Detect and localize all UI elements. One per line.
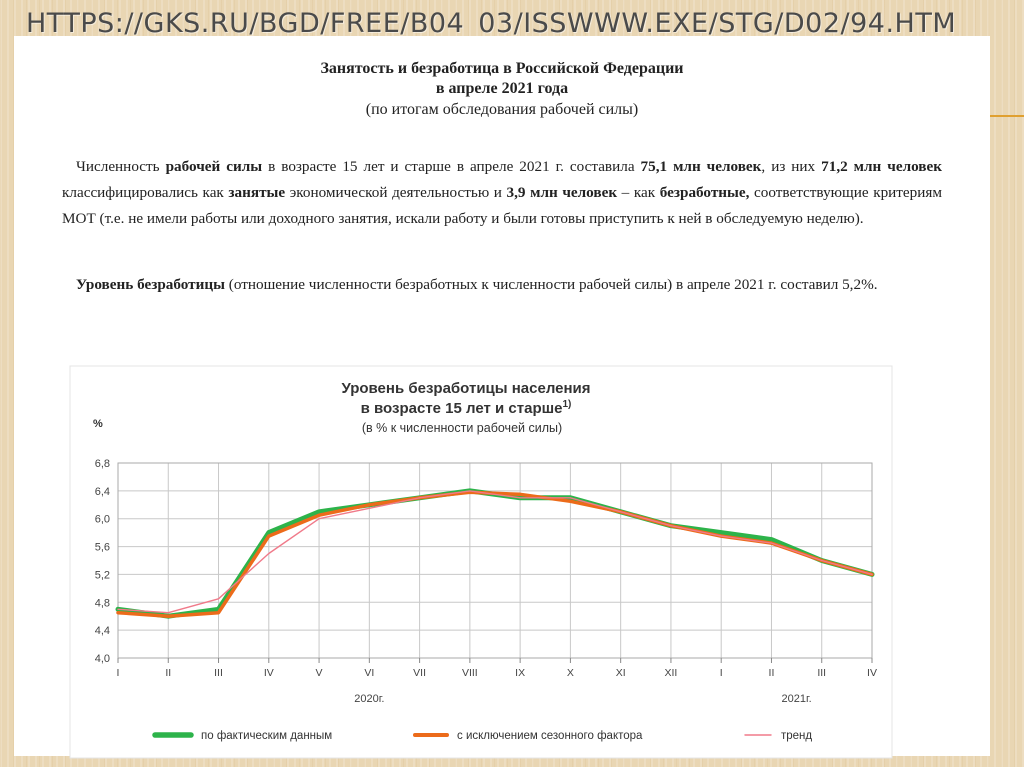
slide-title[interactable]: HTTPS://GKS.RU/BGD/FREE/B04_03/ISSWWW.EX… (26, 8, 957, 39)
p1-text-1: Численность (76, 158, 166, 175)
legend-label-3: тренд (781, 730, 812, 742)
chart-title: Уровень безработицы населения (341, 380, 590, 397)
y-tick-label: 6,8 (95, 458, 110, 470)
y-tick-label: 4,8 (95, 597, 110, 609)
chart-panel (69, 365, 893, 759)
x-tick-label: IV (264, 667, 274, 679)
p1-text-5: экономической деятельностью и (285, 184, 507, 201)
x-tick-label: II (165, 667, 171, 679)
p1-text-7: соответствующие критериям МОТ (т.е. не и… (62, 184, 942, 227)
y-tick-label: 4,0 (95, 653, 110, 665)
legend-label-1: по фактическим данным (201, 730, 332, 742)
x-tick-label: VI (364, 667, 374, 679)
p1-bold-6: безработные, (659, 184, 750, 201)
chart-title-footnote: 1) (562, 399, 571, 410)
grid-layer (117, 462, 873, 659)
x-tick-label: XI (616, 667, 626, 679)
x-tick-label: I (720, 667, 723, 679)
x-tick-label: VIII (462, 667, 478, 679)
p1-bold-2: 75,1 млн человек (640, 158, 762, 175)
document-title-line2: в апреле 2021 года (435, 80, 569, 97)
document-title-line3: (по итогам обследования рабочей силы) (365, 101, 639, 118)
x-tick-label: XII (665, 667, 678, 679)
p1-text-4: классифицировались как (62, 184, 229, 201)
p1-text-6: – как (617, 184, 660, 201)
series-layer (115, 488, 875, 619)
x-tick-label: III (214, 667, 223, 679)
axis-layer: 4,04,44,85,25,66,06,46,8I II III IV V VI VII VI… (95, 458, 877, 705)
chart-note: (в % к численности рабочей силы) (362, 421, 562, 435)
chart-subtitle-text: в возрасте 15 лет и старше (361, 400, 563, 417)
series-line-3 (117, 490, 873, 614)
p1-text-2: в возрасте 15 лет и старше в апреле 2021… (262, 158, 641, 175)
year-label: 2020г. (354, 693, 384, 705)
plot-border (117, 462, 873, 659)
paragraph-unemployment-rate: Уровень безработицы (отношение численнос… (62, 272, 942, 298)
y-axis-unit: % (93, 418, 103, 430)
y-tick-label: 5,2 (95, 569, 110, 581)
x-tick-label: VII (413, 667, 426, 679)
p2-bold-1: Уровень безработицы (76, 276, 225, 293)
document-title-line1: Занятость и безработица в Российской Фед… (320, 60, 684, 77)
x-tick-label: IV (867, 667, 877, 679)
x-tick-label: IX (515, 667, 525, 679)
legend-layer: по фактическим данным с исключением сезон… (152, 730, 812, 742)
accent-line (990, 115, 1024, 117)
chart-subtitle: в возрасте 15 лет и старше1) (361, 399, 572, 417)
y-tick-label: 4,4 (95, 625, 110, 637)
x-tick-label: I (117, 667, 120, 679)
x-tick-label: II (769, 667, 775, 679)
y-tick-label: 5,6 (95, 542, 110, 554)
p2-text-1: (отношение численности безработных к чис… (224, 276, 878, 293)
paragraph-labor-force: Численность рабочей силы в возрасте 15 л… (62, 154, 942, 232)
year-label: 2021г. (781, 693, 811, 705)
y-tick-label: 6,0 (95, 514, 110, 526)
x-tick-label: III (817, 667, 826, 679)
x-tick-label: V (316, 667, 323, 679)
p1-bold-3: 71,2 млн человек (821, 158, 943, 175)
p1-bold-1: рабочей силы (165, 158, 263, 175)
p1-text-3: , из них (761, 158, 822, 175)
legend-label-2: с исключением сезонного фактора (457, 730, 643, 742)
p1-bold-5: 3,9 млн человек (506, 184, 618, 201)
p1-bold-4: занятые (228, 184, 286, 201)
y-tick-label: 6,4 (95, 486, 110, 498)
x-tick-label: X (567, 667, 574, 679)
